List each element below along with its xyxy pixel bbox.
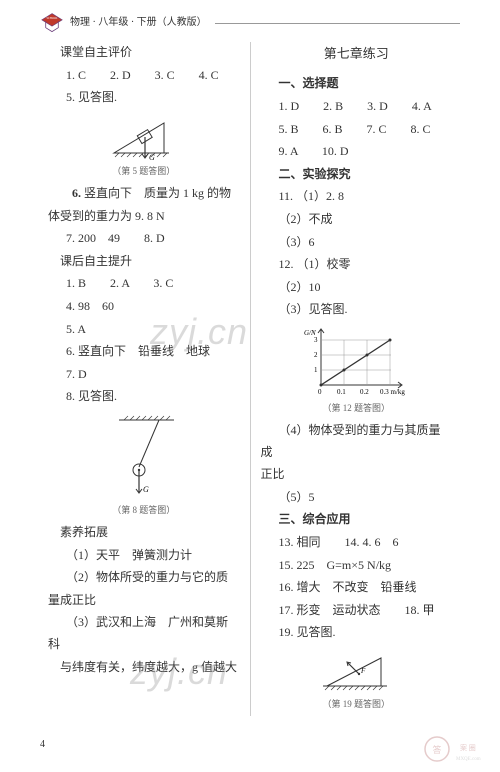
r12-1: 12. （1）校零 <box>261 254 453 276</box>
r17-18: 17. 形变 运动状态 18. 甲 <box>261 600 453 622</box>
content-columns: 课堂自主评价 1. C 2. D 3. C 4. C 5. 见答图. G （ <box>0 38 500 720</box>
answer-b6: 6. 竖直向下 铅垂线 地球 <box>48 341 240 363</box>
section-extension-title: 素养拓展 <box>48 522 240 544</box>
r12-3: （3）见答图. <box>261 299 453 321</box>
triangle-force-icon: F <box>319 648 394 696</box>
answers-1-4: 1. C 2. D 3. C 4. C <box>48 65 240 87</box>
r16: 16. 增大 不改变 铅垂线 <box>261 577 453 599</box>
answer-b8: 8. 见答图. <box>48 386 240 408</box>
graph-chart-icon: G/N 123 0 0.10.2 0.3 m/kg <box>301 325 411 400</box>
svg-text:0: 0 <box>318 388 322 396</box>
answer-6-cont: 体受到的重力为 9. 8 N <box>48 206 240 228</box>
left-column: 课堂自主评价 1. C 2. D 3. C 4. C 5. 见答图. G （ <box>40 38 250 720</box>
svg-text:1: 1 <box>314 366 318 374</box>
answer-7-8: 7. 200 49 8. D <box>48 228 240 250</box>
answer-6: 6. 竖直向下 质量为 1 kg 的物 <box>48 183 240 205</box>
figure-19-caption: （第 19 题答图） <box>261 696 453 712</box>
figure-5-caption: （第 5 题答图） <box>48 163 240 179</box>
answer-b5: 5. A <box>48 319 240 341</box>
r12-4: （4）物体受到的重力与其质量成 <box>261 420 453 463</box>
header-rule <box>215 23 460 24</box>
svg-text:案 圈: 案 圈 <box>460 743 476 752</box>
ext-2-cont: 量成正比 <box>48 590 240 612</box>
figure-12-caption: （第 12 题答图） <box>261 400 453 416</box>
page-header: SCHOOL 物理 · 八年级 · 下册（人教版） <box>0 0 500 38</box>
svg-text:F: F <box>360 667 366 675</box>
r11-2: （2）不成 <box>261 209 453 231</box>
answers-b1-3: 1. B 2. A 3. C <box>48 273 240 295</box>
answer-b4: 4. 98 60 <box>48 296 240 318</box>
r11-3: （3）6 <box>261 232 453 254</box>
svg-text:MXQE.com: MXQE.com <box>456 757 481 762</box>
ext-3: （3）武汉和上海 广州和莫斯科 <box>48 612 240 655</box>
chapter-title: 第七章练习 <box>261 42 453 65</box>
svg-text:SCHOOL: SCHOOL <box>46 17 57 20</box>
section-classroom-title: 课堂自主评价 <box>48 42 240 64</box>
answer-5: 5. 见答图. <box>48 87 240 109</box>
svg-text:0.1: 0.1 <box>337 388 346 396</box>
r19: 19. 见答图. <box>261 622 453 644</box>
right-column: 第七章练习 一、选择题 1. D 2. B 3. D 4. A 5. B 6. … <box>251 38 461 720</box>
ext-1: （1）天平 弹簧测力计 <box>48 545 240 567</box>
inclined-plane-icon: G <box>109 113 179 163</box>
r-9-10: 9. A 10. D <box>261 141 453 163</box>
answer-b7: 7. D <box>48 364 240 386</box>
svg-text:G: G <box>143 485 149 494</box>
school-logo-icon: SCHOOL <box>40 12 64 34</box>
section-afterclass-title: 课后自主提升 <box>48 251 240 273</box>
section-apply: 三、综合应用 <box>261 509 453 531</box>
r13-14: 13. 相同 14. 4. 6 6 <box>261 532 453 554</box>
header-subject: 物理 · 八年级 · 下册（人教版） <box>70 14 207 32</box>
figure-8-caption: （第 8 题答图） <box>48 502 240 518</box>
svg-text:答: 答 <box>432 744 441 755</box>
r12-4-cont: 正比 <box>261 464 453 486</box>
ext-3-cont: 与纬度有关，纬度越大，g 值越大 <box>48 657 240 679</box>
figure-12: G/N 123 0 0.10.2 0.3 m/kg （第 12 题答图） <box>261 325 453 416</box>
r11-1: 11. （1）2. 8 <box>261 186 453 208</box>
page-number: 4 <box>40 736 45 754</box>
figure-8: G （第 8 题答图） <box>48 412 240 518</box>
figure-19: F （第 19 题答图） <box>261 648 453 712</box>
svg-text:3: 3 <box>314 336 318 344</box>
pendulum-icon: G <box>104 412 184 502</box>
section-experiment: 二、实验探究 <box>261 164 453 186</box>
svg-text:0.3 m/kg: 0.3 m/kg <box>380 388 405 396</box>
r12-2: （2）10 <box>261 277 453 299</box>
section-choice: 一、选择题 <box>261 73 453 95</box>
r12-5: （5）5 <box>261 487 453 509</box>
figure-5: G （第 5 题答图） <box>48 113 240 179</box>
r-1-4: 1. D 2. B 3. D 4. A <box>261 96 453 118</box>
svg-text:2: 2 <box>314 351 318 359</box>
svg-text:G: G <box>149 153 155 162</box>
r15: 15. 225 G=m×5 N/kg <box>261 555 453 577</box>
corner-logo-icon: 答 案 圈 MXQE.com <box>422 734 492 764</box>
ext-2: （2）物体所受的重力与它的质 <box>48 567 240 589</box>
svg-text:0.2: 0.2 <box>360 388 369 396</box>
r-5-8: 5. B 6. B 7. C 8. C <box>261 119 453 141</box>
